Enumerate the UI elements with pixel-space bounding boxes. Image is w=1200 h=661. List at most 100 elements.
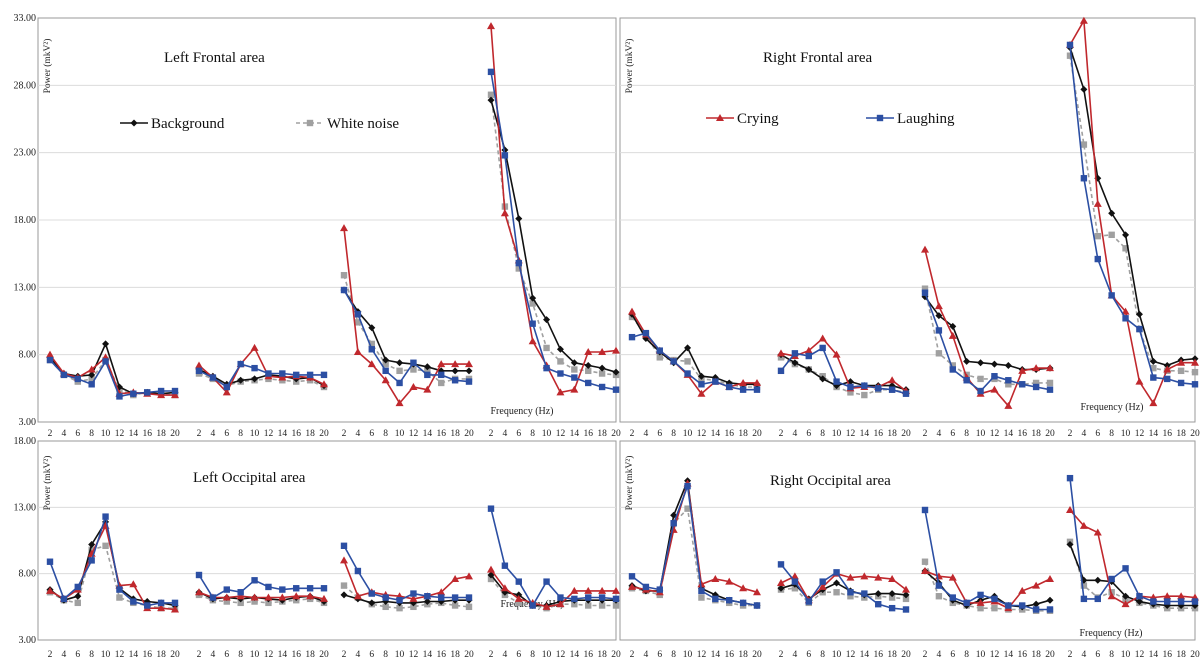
data-point [753,386,761,393]
data-point [396,379,403,387]
data-point [570,385,579,393]
data-point [487,565,495,573]
data-point [410,603,417,611]
series-line [924,249,1050,408]
data-point [129,580,138,588]
data-point [612,586,620,594]
series-line [631,313,757,386]
data-point [556,388,565,396]
data-point [1019,602,1026,609]
data-point [223,586,230,593]
data-point [1066,474,1074,482]
x-tick-label: 8 [383,650,388,660]
series-line [780,337,907,392]
data-point [74,599,81,607]
data-point [171,387,179,395]
data-point [1163,361,1171,369]
data-point [382,594,389,601]
x-tick-label: 16 [583,650,593,660]
data-point [819,344,826,352]
data-point [529,294,537,302]
data-point [585,594,592,601]
data-point [46,586,54,594]
data-point [1135,310,1143,318]
series-laughing [487,505,620,609]
x-tick-label: 6 [806,429,811,439]
data-point [381,376,390,384]
x-tick-label: 18 [305,650,315,660]
x-tick-label: 16 [1017,650,1027,660]
panel-frame [37,440,617,641]
data-point [46,356,54,364]
legend-item: White noise [296,116,399,132]
data-point [1164,375,1171,383]
data-point [684,344,692,352]
data-point [1135,377,1144,385]
data-point [1005,377,1012,384]
data-point [500,209,509,217]
x-tick-label: 6 [657,429,662,439]
data-point [739,378,748,386]
data-point [487,68,495,76]
data-point [293,371,300,379]
data-point [171,391,179,399]
x-tick-label: 2 [779,650,784,660]
data-point [293,585,300,592]
data-point [487,505,495,512]
data-point [921,245,929,253]
x-tick-label: 6 [516,650,521,660]
data-point [642,329,650,337]
x-tick-label: 14 [1149,429,1159,439]
data-point [726,597,733,604]
data-point [396,604,403,612]
data-point [1122,245,1129,252]
data-point [515,578,522,585]
x-tick-label: 4 [503,429,508,439]
data-point [157,387,165,395]
x-tick-label: 6 [950,429,955,439]
data-point [250,593,259,601]
data-point [236,592,245,600]
series-line [1069,47,1196,367]
data-point [935,350,943,357]
data-point [1177,358,1186,366]
data-point [130,598,137,605]
x-tick-label: 10 [101,429,111,439]
data-point [628,573,636,580]
data-point [642,583,650,591]
data-point [1121,600,1130,608]
y-axis-label: Power (mkV²) [42,456,53,511]
series-laughing [921,506,1054,613]
x-tick-label: 8 [671,650,676,660]
data-point [697,372,705,380]
x-tick-label: 6 [224,429,229,439]
x-tick-label: 10 [542,650,552,660]
panel-title: Left Occipital area [193,470,306,486]
data-point [437,360,446,368]
data-point [340,556,348,564]
x-tick-label: 4 [937,429,942,439]
data-point [340,224,348,232]
x-tick-label: 18 [156,429,166,439]
data-point [888,386,896,393]
x-tick-label: 16 [873,650,883,660]
data-point [340,591,348,599]
data-point [739,584,748,592]
data-point [1019,381,1026,388]
data-point [698,587,705,595]
series-laughing [340,542,473,604]
data-point [697,580,706,588]
x-tick-label: 8 [383,429,388,439]
series-line [343,228,469,405]
y-tick-label: 13.00 [14,502,37,513]
x-tick-label: 18 [738,650,748,660]
data-point [423,363,431,371]
data-point [251,375,259,383]
data-point [712,378,719,385]
data-point [340,582,348,589]
series-line [198,368,325,387]
data-point [902,390,910,397]
data-point [102,358,109,365]
series-line [198,594,325,604]
data-point [1032,600,1040,608]
